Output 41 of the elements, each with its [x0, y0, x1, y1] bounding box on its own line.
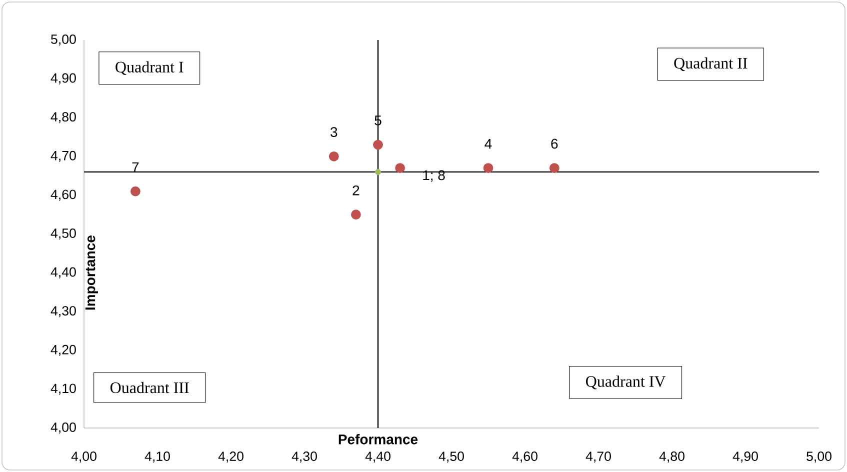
- x-tick-label: 4,80: [659, 452, 684, 463]
- point: [351, 210, 361, 220]
- point: [328, 151, 339, 162]
- annotation: 2: [352, 185, 360, 196]
- annotation: Quadrant I: [116, 61, 184, 75]
- x-tick-label: 4,50: [438, 452, 464, 463]
- y-tick-label: 4,60: [50, 190, 76, 201]
- point: [483, 163, 494, 173]
- y-tick-label: 5,00: [51, 34, 76, 46]
- point: [130, 186, 140, 196]
- y-tick-label: 4,30: [50, 306, 76, 318]
- annotation: 4: [484, 139, 492, 149]
- x-tick-label: 4,30: [292, 452, 317, 463]
- point: [395, 163, 405, 173]
- x-tick-label: 4,40: [365, 452, 390, 463]
- x-tick-label: 5,00: [806, 452, 832, 463]
- x-tick-label: 4,10: [144, 452, 170, 463]
- y-tick-label: 4,40: [50, 267, 76, 278]
- x-tick-label: 4,00: [71, 452, 96, 463]
- y-axis-title: Importance: [85, 236, 98, 310]
- y-tick-label: 4,70: [50, 150, 76, 162]
- y-tick-label: 4,50: [50, 228, 76, 240]
- point: [373, 140, 383, 150]
- y-tick-label: 4,80: [50, 112, 76, 124]
- x-tick-label: 4,90: [732, 452, 758, 463]
- annotation: Quadrant IV: [586, 376, 666, 390]
- x-tick-label: 4,70: [586, 452, 611, 463]
- x-axis-title: Peformance: [338, 434, 418, 444]
- annotation: Quadrant II: [674, 57, 748, 72]
- annotation: Ouadrant III: [110, 382, 189, 394]
- annotation: 7: [132, 162, 139, 172]
- y-tick-label: 4,10: [50, 384, 76, 395]
- point: [375, 168, 381, 175]
- point: [549, 163, 560, 173]
- y-tick-label: 4,90: [50, 73, 76, 84]
- y-tick-label: 4,00: [50, 422, 76, 434]
- x-tick-label: 4,20: [218, 452, 244, 463]
- x-tick-label: 4,60: [512, 452, 538, 463]
- y-tick-label: 4,20: [50, 344, 76, 356]
- annotation: 6: [551, 138, 558, 149]
- annotation: 3: [330, 127, 338, 138]
